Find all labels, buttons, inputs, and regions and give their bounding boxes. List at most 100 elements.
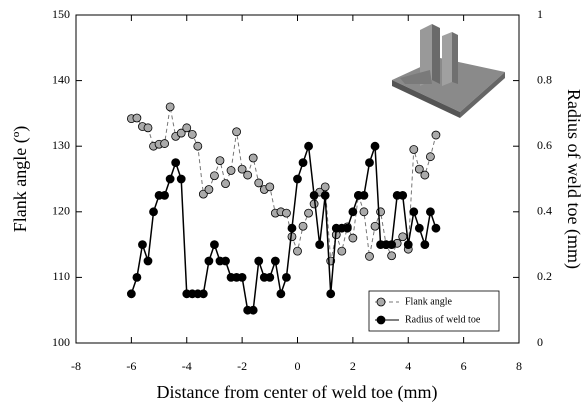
y2-tick-label: 0.6 bbox=[537, 138, 552, 152]
data-point bbox=[360, 191, 368, 199]
data-point bbox=[365, 159, 373, 167]
data-point bbox=[166, 175, 174, 183]
data-point bbox=[399, 191, 407, 199]
data-point bbox=[222, 257, 230, 265]
data-point bbox=[421, 171, 429, 179]
legend: Flank angle Radius of weld toe bbox=[369, 291, 499, 331]
data-point bbox=[399, 233, 407, 241]
data-point bbox=[415, 224, 423, 232]
data-point bbox=[249, 306, 257, 314]
data-point bbox=[432, 131, 440, 139]
y2-axis-label: Radius of weld toe (mm) bbox=[563, 89, 584, 269]
data-point bbox=[177, 175, 185, 183]
data-point bbox=[282, 209, 290, 217]
data-point bbox=[144, 124, 152, 132]
series-line bbox=[131, 107, 436, 261]
data-point bbox=[305, 209, 313, 217]
y-tick-label: 110 bbox=[52, 269, 70, 283]
legend-label: Flank angle bbox=[405, 296, 452, 307]
y-axis-label: Flank angle (º) bbox=[10, 126, 31, 233]
data-point bbox=[133, 114, 141, 122]
y-tick-label: 100 bbox=[52, 335, 70, 349]
data-point bbox=[216, 157, 224, 165]
data-point bbox=[305, 142, 313, 150]
y2-tick-label: 1 bbox=[537, 7, 543, 21]
data-point bbox=[321, 191, 329, 199]
data-point bbox=[255, 257, 263, 265]
series-line bbox=[131, 146, 436, 310]
data-point bbox=[249, 154, 257, 162]
y2-tick-label: 0.2 bbox=[537, 269, 552, 283]
data-point bbox=[222, 180, 230, 188]
data-point bbox=[205, 185, 213, 193]
data-point bbox=[410, 145, 418, 153]
data-point bbox=[321, 183, 329, 191]
data-point bbox=[199, 290, 207, 298]
data-point bbox=[266, 273, 274, 281]
x-tick-label: 8 bbox=[516, 359, 522, 373]
data-point bbox=[432, 224, 440, 232]
data-point bbox=[127, 290, 135, 298]
data-point bbox=[294, 175, 302, 183]
data-point bbox=[255, 179, 263, 187]
x-tick-label: 4 bbox=[405, 359, 411, 373]
data-point bbox=[183, 124, 191, 132]
data-point bbox=[133, 273, 141, 281]
legend-marker bbox=[377, 316, 385, 324]
data-point bbox=[227, 166, 235, 174]
data-point bbox=[282, 273, 290, 281]
data-point bbox=[388, 252, 396, 260]
data-point bbox=[238, 273, 246, 281]
data-point bbox=[349, 234, 357, 242]
data-point bbox=[144, 257, 152, 265]
data-point bbox=[421, 241, 429, 249]
y2-tick-label: 0.4 bbox=[537, 204, 552, 218]
data-point bbox=[404, 241, 412, 249]
data-point bbox=[316, 241, 324, 249]
data-point bbox=[426, 208, 434, 216]
data-point bbox=[288, 224, 296, 232]
data-point bbox=[161, 140, 169, 148]
y2-tick-label: 0.8 bbox=[537, 72, 552, 86]
data-point bbox=[210, 172, 218, 180]
data-point bbox=[150, 208, 158, 216]
data-point bbox=[205, 257, 213, 265]
data-point bbox=[233, 128, 241, 136]
y-tick-label: 130 bbox=[52, 138, 70, 152]
data-point bbox=[266, 183, 274, 191]
data-point bbox=[188, 130, 196, 138]
x-tick-label: 6 bbox=[461, 359, 467, 373]
data-point bbox=[299, 159, 307, 167]
data-point bbox=[327, 290, 335, 298]
y-tick-label: 120 bbox=[52, 204, 70, 218]
x-tick-label: -6 bbox=[126, 359, 136, 373]
data-point bbox=[349, 208, 357, 216]
data-point bbox=[371, 222, 379, 230]
data-point bbox=[210, 241, 218, 249]
data-point bbox=[310, 191, 318, 199]
x-tick-label: 2 bbox=[350, 359, 356, 373]
data-point bbox=[365, 252, 373, 260]
legend-marker bbox=[377, 298, 385, 306]
legend-label: Radius of weld toe bbox=[405, 314, 481, 325]
data-point bbox=[377, 208, 385, 216]
data-point bbox=[388, 241, 396, 249]
y-tick-label: 140 bbox=[52, 72, 70, 86]
y2-tick-label: 0 bbox=[537, 335, 543, 349]
y-tick-label: 150 bbox=[52, 7, 70, 21]
inset-image bbox=[392, 24, 505, 118]
data-point bbox=[138, 241, 146, 249]
x-tick-label: -2 bbox=[237, 359, 247, 373]
data-point bbox=[161, 191, 169, 199]
x-axis-label: Distance from center of weld toe (mm) bbox=[157, 382, 438, 403]
data-point bbox=[410, 208, 418, 216]
data-point bbox=[194, 142, 202, 150]
data-point bbox=[277, 290, 285, 298]
data-point bbox=[172, 159, 180, 167]
data-point bbox=[299, 222, 307, 230]
chart: Distance from center of weld toe (mm) Fl… bbox=[0, 0, 588, 406]
data-point bbox=[338, 247, 346, 255]
data-point bbox=[166, 103, 174, 111]
data-point bbox=[271, 257, 279, 265]
data-point bbox=[294, 247, 302, 255]
